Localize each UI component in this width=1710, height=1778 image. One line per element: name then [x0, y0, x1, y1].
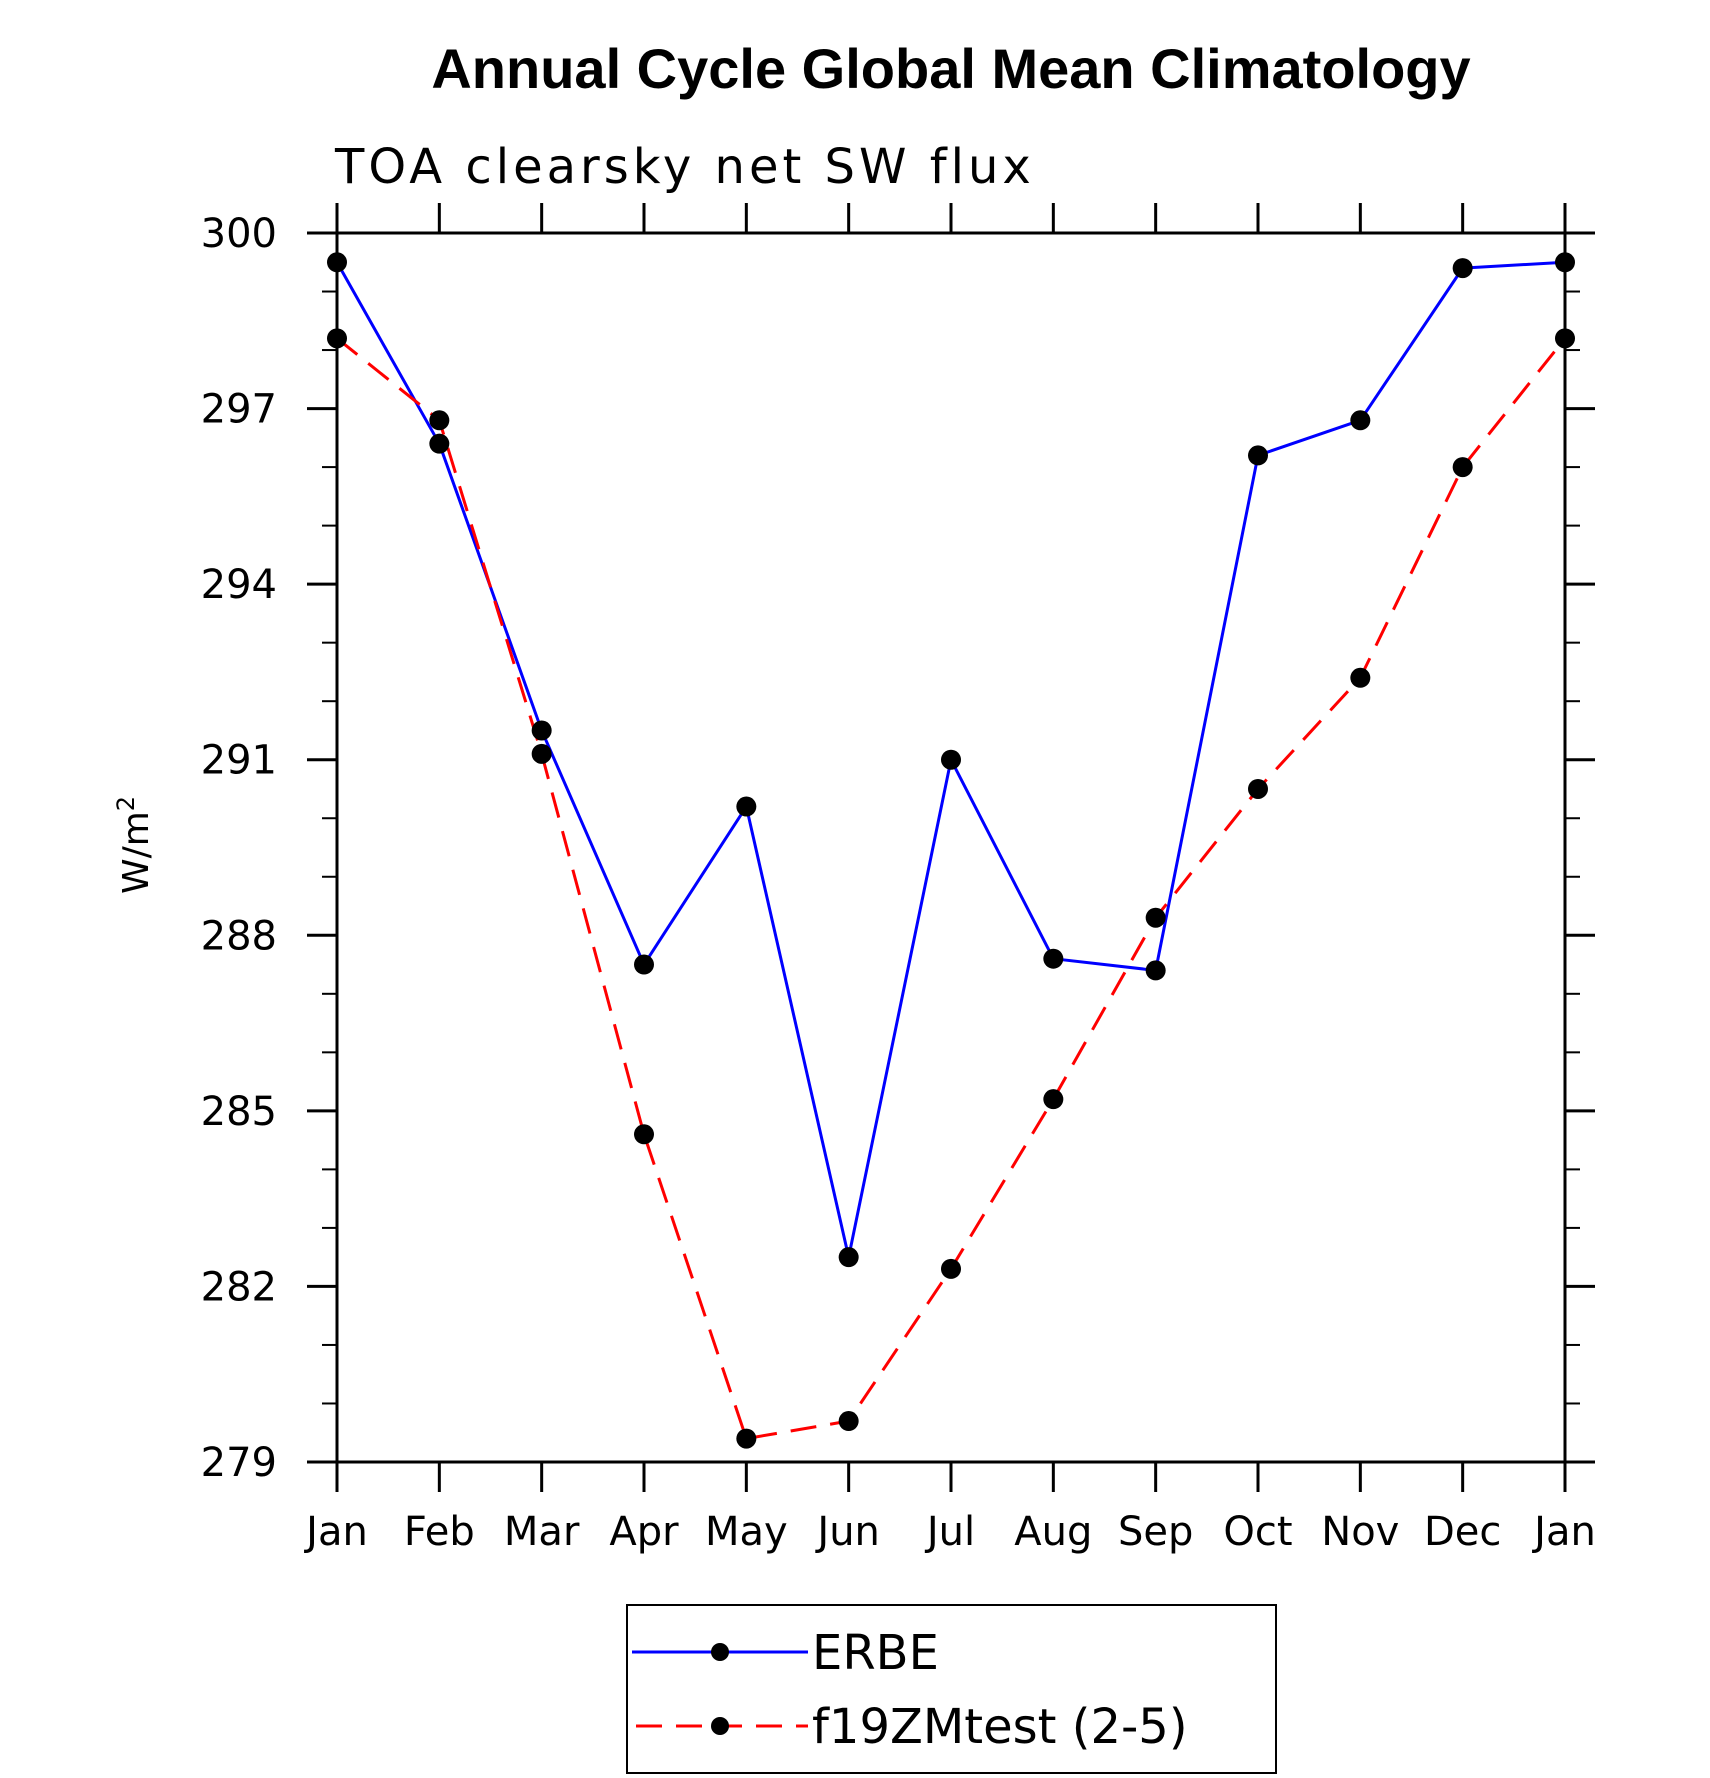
series-1-point [1555, 328, 1575, 349]
series-1-point [1248, 778, 1268, 799]
y-tick-label: 282 [201, 1264, 277, 1310]
x-tick-label: Jan [1531, 1509, 1596, 1555]
series-0-point [1452, 258, 1473, 279]
series-0-point [1555, 252, 1575, 273]
series-0-point [1145, 960, 1166, 981]
series-1-point [1452, 457, 1473, 478]
series-0-point [941, 749, 961, 770]
series-markers [327, 252, 1575, 1449]
x-tick-label: Feb [404, 1509, 475, 1555]
legend-box [626, 1604, 1277, 1774]
y-tick-label: 291 [201, 738, 277, 784]
y-tick-label: 285 [201, 1089, 277, 1135]
axes: Jan Feb Mar Apr May Jun Jul Aug Sep Oct Nov Dec Jan 2… [201, 203, 1596, 1555]
series-0-point [1350, 410, 1371, 431]
series-0-point [838, 1247, 859, 1268]
x-tick-label: May [705, 1509, 788, 1555]
y-axis-label: W/m2 [112, 796, 157, 894]
x-tick-label: Apr [609, 1509, 679, 1555]
chart-subtitle: TOA clearsky net SW flux [334, 139, 1035, 195]
series-0-point [429, 433, 450, 454]
x-tick-label: Jan [303, 1509, 368, 1555]
series-0-point [327, 252, 347, 273]
series-1-point [429, 410, 450, 431]
chart-title: Annual Cycle Global Mean Climatology [431, 37, 1470, 100]
series-1-point [838, 1411, 859, 1432]
x-tick-label: Jul [924, 1509, 975, 1555]
x-tick-label: Dec [1424, 1509, 1501, 1555]
x-tick-label: Sep [1118, 1509, 1193, 1555]
series-1-point [941, 1258, 961, 1279]
x-tick-label: Jun [814, 1509, 880, 1555]
series-0-point [531, 720, 552, 741]
legend-marker-erbe [711, 1643, 729, 1661]
series-1-point [634, 1124, 654, 1145]
legend: ERBE f19ZMtest (2-5) [626, 1604, 1277, 1774]
y-tick-label: 279 [201, 1440, 277, 1486]
series-0-point [736, 796, 757, 817]
x-tick-label: Aug [1014, 1509, 1092, 1555]
series-1-point [1043, 1089, 1064, 1110]
series-0-point [634, 954, 654, 975]
series-1-point [327, 328, 347, 349]
series-0-point [1043, 948, 1064, 969]
x-tick-label: Nov [1321, 1509, 1399, 1555]
series-1-point [1350, 667, 1371, 688]
legend-label-f19zmtest: f19ZMtest (2-5) [812, 1699, 1188, 1755]
y-tick-label: 300 [201, 211, 277, 257]
x-tick-label: Oct [1223, 1509, 1292, 1555]
y-tick-label: 297 [201, 387, 277, 433]
series-1-point [1145, 907, 1166, 928]
legend-marker-f19zmtest [711, 1717, 729, 1735]
x-tick-label: Mar [504, 1509, 580, 1555]
y-tick-label: 288 [201, 913, 277, 959]
legend-label-erbe: ERBE [812, 1625, 939, 1681]
y-axis-label-sup: 2 [112, 796, 140, 811]
y-tick-label: 294 [201, 562, 277, 608]
series-0-point [1248, 445, 1268, 466]
series-1-point [531, 743, 552, 764]
y-axis-label-base: W/m [116, 811, 157, 894]
series-1-point [736, 1428, 757, 1449]
